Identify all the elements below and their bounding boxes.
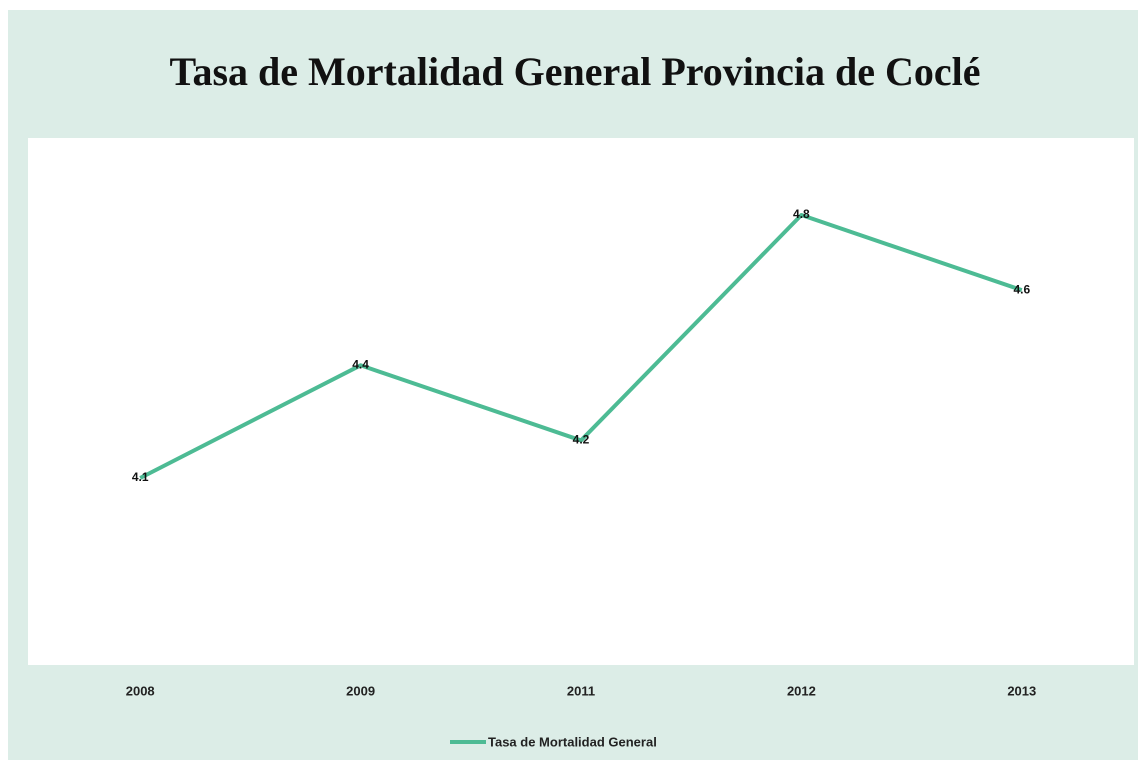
x-tick-label: 2009	[346, 683, 375, 698]
data-label: 4.8	[793, 207, 810, 221]
x-tick-label: 2011	[567, 683, 595, 698]
x-tick-label: 2012	[787, 683, 816, 698]
data-label: 4.6	[1013, 282, 1030, 296]
plot-area	[28, 138, 1134, 665]
chart-title: Tasa de Mortalidad General Provincia de …	[169, 49, 980, 94]
x-tick-label: 2013	[1007, 683, 1036, 698]
data-label: 4.1	[132, 470, 149, 484]
data-line	[139, 213, 1023, 480]
data-label: 4.4	[352, 357, 369, 371]
data-label: 4.2	[573, 433, 590, 447]
x-tick-label: 2008	[126, 683, 155, 698]
legend-label: Tasa de Mortalidad General	[488, 734, 657, 749]
